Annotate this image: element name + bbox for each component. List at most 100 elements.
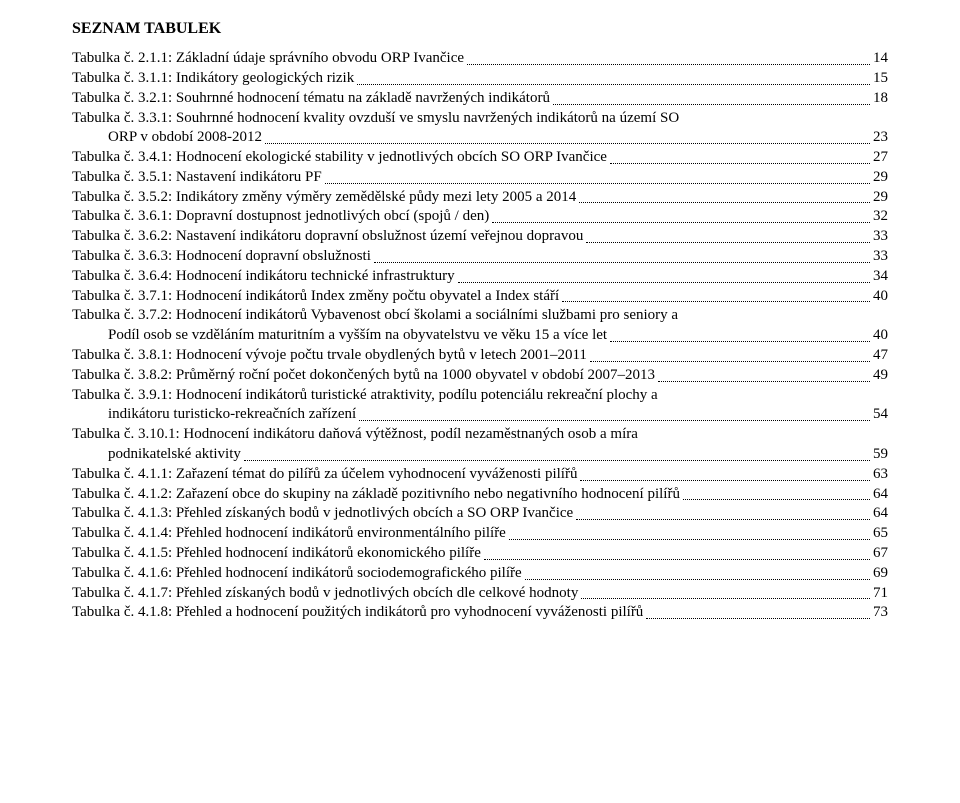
toc-page-number: 47 <box>873 346 888 366</box>
toc-leader-dots <box>467 64 870 65</box>
toc-entry: Tabulka č. 3.2.1: Souhrnné hodnocení tém… <box>72 89 888 109</box>
toc-label: Tabulka č. 3.4.1: Hodnocení ekologické s… <box>72 148 607 168</box>
toc-page-number: 69 <box>873 564 888 584</box>
toc-label: Tabulka č. 4.1.8: Přehled a hodnocení po… <box>72 603 643 623</box>
toc-leader-dots <box>509 539 870 540</box>
toc-label-line: Tabulka č. 3.7.2: Hodnocení indikátorů V… <box>72 306 888 326</box>
toc-entry: Tabulka č. 4.1.1: Zařazení témat do pilí… <box>72 465 888 485</box>
toc-page-number: 73 <box>873 603 888 623</box>
toc-label: Tabulka č. 3.8.2: Průměrný roční počet d… <box>72 366 655 386</box>
toc-entry: Tabulka č. 4.1.7: Přehled získaných bodů… <box>72 584 888 604</box>
section-heading: SEZNAM TABULEK <box>72 18 888 39</box>
toc-page-number: 23 <box>873 128 888 148</box>
toc-page-number: 32 <box>873 207 888 227</box>
toc-label: ORP v období 2008-2012 <box>108 128 262 148</box>
toc-page-number: 65 <box>873 524 888 544</box>
toc-entry: Tabulka č. 3.8.2: Průměrný roční počet d… <box>72 366 888 386</box>
toc-label: Tabulka č. 4.1.3: Přehled získaných bodů… <box>72 504 573 524</box>
toc-page-number: 59 <box>873 445 888 465</box>
toc-entry: Tabulka č. 4.1.4: Přehled hodnocení indi… <box>72 524 888 544</box>
toc-page-number: 29 <box>873 188 888 208</box>
toc-label: Tabulka č. 3.5.1: Nastavení indikátoru P… <box>72 168 322 188</box>
toc-label: Tabulka č. 3.6.1: Dopravní dostupnost je… <box>72 207 489 227</box>
toc-leader-dots <box>359 420 870 421</box>
toc-label: Tabulka č. 3.6.4: Hodnocení indikátoru t… <box>72 267 455 287</box>
toc-leader-dots <box>610 341 870 342</box>
toc-leader-dots <box>562 301 870 302</box>
toc-entry: Tabulka č. 4.1.8: Přehled a hodnocení po… <box>72 603 888 623</box>
toc-entry: Tabulka č. 4.1.5: Přehled hodnocení indi… <box>72 544 888 564</box>
toc-leader-dots <box>646 618 870 619</box>
toc-page-number: 27 <box>873 148 888 168</box>
toc-label: Tabulka č. 3.6.3: Hodnocení dopravní obs… <box>72 247 371 267</box>
toc-entry: Tabulka č. 3.6.3: Hodnocení dopravní obs… <box>72 247 888 267</box>
toc-leader-dots <box>576 519 870 520</box>
toc-entry: Tabulka č. 3.6.1: Dopravní dostupnost je… <box>72 207 888 227</box>
toc-entry: Tabulka č. 4.1.6: Přehled hodnocení indi… <box>72 564 888 584</box>
toc-page-number: 71 <box>873 584 888 604</box>
toc-leader-dots <box>581 598 870 599</box>
toc-label: indikátoru turisticko-rekreačních zaříze… <box>108 405 356 425</box>
toc-leader-dots <box>374 262 870 263</box>
toc-label-line: Tabulka č. 3.3.1: Souhrnné hodnocení kva… <box>72 109 888 129</box>
toc-label: Tabulka č. 4.1.2: Zařazení obce do skupi… <box>72 485 680 505</box>
toc-page-number: 18 <box>873 89 888 109</box>
toc-page-number: 49 <box>873 366 888 386</box>
toc-leader-dots <box>590 361 870 362</box>
toc-leader-dots <box>357 84 870 85</box>
toc-page-number: 33 <box>873 247 888 267</box>
toc-leader-dots <box>325 183 870 184</box>
toc-leader-dots <box>579 202 870 203</box>
toc-leader-dots <box>610 163 870 164</box>
toc-page-number: 40 <box>873 287 888 307</box>
toc-page-number: 67 <box>873 544 888 564</box>
toc-entry: Tabulka č. 3.7.1: Hodnocení indikátorů I… <box>72 287 888 307</box>
toc-leader-dots <box>244 460 870 461</box>
toc-page-number: 34 <box>873 267 888 287</box>
toc-label: Tabulka č. 4.1.7: Přehled získaných bodů… <box>72 584 578 604</box>
toc-entry: Tabulka č. 2.1.1: Základní údaje správní… <box>72 49 888 69</box>
toc-label: Tabulka č. 3.8.1: Hodnocení vývoje počtu… <box>72 346 587 366</box>
toc-entry: Tabulka č. 3.10.1: Hodnocení indikátoru … <box>72 425 888 465</box>
toc-leader-dots <box>553 104 870 105</box>
toc-label: Podíl osob se vzděláním maturitním a vyš… <box>108 326 607 346</box>
toc-page-number: 33 <box>873 227 888 247</box>
toc-leader-dots <box>265 143 870 144</box>
toc-label: Tabulka č. 4.1.4: Přehled hodnocení indi… <box>72 524 506 544</box>
toc-page-number: 15 <box>873 69 888 89</box>
toc-entry: Tabulka č. 4.1.2: Zařazení obce do skupi… <box>72 485 888 505</box>
toc-entry: Tabulka č. 3.1.1: Indikátory geologickýc… <box>72 69 888 89</box>
toc-leader-dots <box>458 282 870 283</box>
toc-label: Tabulka č. 3.6.2: Nastavení indikátoru d… <box>72 227 583 247</box>
toc-entry: Tabulka č. 3.4.1: Hodnocení ekologické s… <box>72 148 888 168</box>
toc-label: Tabulka č. 4.1.6: Přehled hodnocení indi… <box>72 564 522 584</box>
toc-entry: Tabulka č. 3.8.1: Hodnocení vývoje počtu… <box>72 346 888 366</box>
toc-label: podnikatelské aktivity <box>108 445 241 465</box>
toc-label: Tabulka č. 4.1.5: Přehled hodnocení indi… <box>72 544 481 564</box>
toc-entry: Tabulka č. 3.6.4: Hodnocení indikátoru t… <box>72 267 888 287</box>
toc-label: Tabulka č. 4.1.1: Zařazení témat do pilí… <box>72 465 577 485</box>
toc-page-number: 64 <box>873 504 888 524</box>
toc-entry: Tabulka č. 3.3.1: Souhrnné hodnocení kva… <box>72 109 888 149</box>
toc-page-number: 63 <box>873 465 888 485</box>
table-of-contents: Tabulka č. 2.1.1: Základní údaje správní… <box>72 49 888 623</box>
toc-leader-dots <box>492 222 870 223</box>
toc-page-number: 54 <box>873 405 888 425</box>
toc-page-number: 40 <box>873 326 888 346</box>
toc-entry: Tabulka č. 3.5.1: Nastavení indikátoru P… <box>72 168 888 188</box>
toc-label-line: Tabulka č. 3.10.1: Hodnocení indikátoru … <box>72 425 888 445</box>
toc-leader-dots <box>484 559 870 560</box>
toc-entry: Tabulka č. 3.7.2: Hodnocení indikátorů V… <box>72 306 888 346</box>
toc-leader-dots <box>658 381 870 382</box>
toc-entry: Tabulka č. 4.1.3: Přehled získaných bodů… <box>72 504 888 524</box>
toc-label: Tabulka č. 2.1.1: Základní údaje správní… <box>72 49 464 69</box>
toc-label: Tabulka č. 3.5.2: Indikátory změny výměr… <box>72 188 576 208</box>
toc-label: Tabulka č. 3.1.1: Indikátory geologickýc… <box>72 69 354 89</box>
toc-leader-dots <box>683 499 870 500</box>
toc-entry: Tabulka č. 3.6.2: Nastavení indikátoru d… <box>72 227 888 247</box>
toc-entry: Tabulka č. 3.9.1: Hodnocení indikátorů t… <box>72 386 888 426</box>
toc-label: Tabulka č. 3.2.1: Souhrnné hodnocení tém… <box>72 89 550 109</box>
toc-page-number: 64 <box>873 485 888 505</box>
toc-leader-dots <box>525 579 870 580</box>
toc-page-number: 14 <box>873 49 888 69</box>
